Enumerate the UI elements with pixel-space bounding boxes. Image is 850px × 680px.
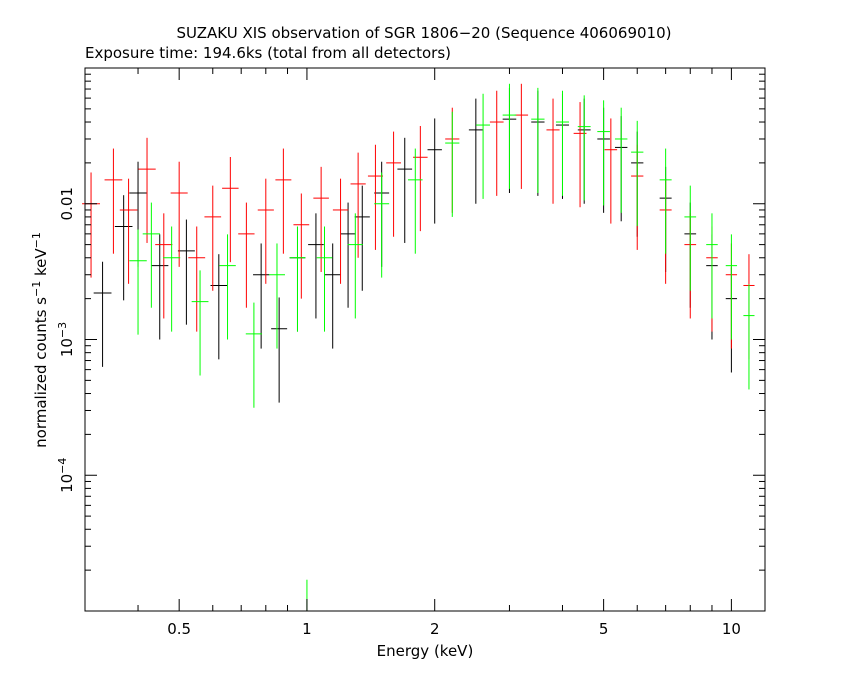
- data-point: [204, 185, 222, 291]
- data-point: [555, 90, 570, 196]
- chart-subtitle: Exposure time: 194.6ks (total from all d…: [85, 44, 451, 62]
- data-point: [531, 87, 545, 194]
- data-point: [245, 302, 263, 408]
- data-point: [324, 243, 341, 349]
- series-layer: [82, 83, 755, 612]
- data-point: [219, 234, 236, 340]
- y-axis-label-base: normalized counts s: [32, 297, 50, 448]
- y-tick-label: 10−3: [56, 322, 76, 357]
- x-tick-label: 10: [722, 620, 741, 638]
- data-point: [293, 193, 310, 299]
- data-point: [104, 148, 123, 254]
- data-point: [476, 93, 491, 199]
- data-point: [427, 118, 442, 224]
- data-point: [210, 254, 228, 360]
- data-point: [188, 226, 206, 332]
- data-point: [313, 166, 329, 272]
- data-point: [514, 83, 529, 189]
- data-point: [271, 297, 288, 403]
- series-1: [82, 83, 755, 360]
- data-point: [597, 100, 610, 206]
- series-2: [129, 83, 755, 612]
- y-tick-label-exp: −3: [56, 322, 69, 338]
- data-point: [725, 234, 738, 340]
- data-point: [170, 161, 188, 267]
- data-point: [289, 226, 306, 332]
- data-point: [163, 226, 181, 332]
- data-point: [129, 229, 147, 335]
- data-point: [253, 243, 270, 349]
- data-point: [347, 213, 363, 319]
- data-point: [222, 156, 239, 263]
- y-axis-label-exp2: −1: [30, 232, 43, 248]
- data-point: [350, 152, 366, 258]
- data-point: [397, 137, 413, 243]
- y-tick-label-base: 10: [58, 474, 76, 493]
- x-tick-label: 1: [302, 620, 312, 638]
- data-point: [367, 144, 383, 250]
- data-point: [177, 219, 195, 325]
- x-tick-label: 0.5: [167, 620, 191, 638]
- x-tick-label: 5: [599, 620, 609, 638]
- data-point: [546, 98, 560, 204]
- data-point: [238, 202, 255, 308]
- data-point: [268, 243, 285, 349]
- data-point: [489, 90, 504, 196]
- x-tick-label: 2: [430, 620, 440, 638]
- data-point: [119, 178, 138, 284]
- data-point: [138, 137, 156, 243]
- plot-frame: [84, 67, 766, 612]
- x-axis-label: Energy (keV): [377, 642, 474, 660]
- data-point: [631, 120, 644, 226]
- y-tick-label: 10−4: [56, 458, 76, 493]
- data-point: [155, 213, 173, 319]
- data-point: [445, 111, 460, 217]
- chart-title: SUZAKU XIS observation of SGR 1806−20 (S…: [177, 24, 672, 42]
- data-point: [502, 83, 517, 189]
- data-point: [257, 178, 274, 284]
- y-axis-label: normalized counts s−1 keV−1: [30, 232, 50, 448]
- data-point: [340, 202, 356, 308]
- data-point: [408, 148, 423, 254]
- data-point: [614, 107, 628, 213]
- y-tick-label-exp: −4: [56, 458, 69, 474]
- y-tick-label-base: 0.01: [58, 187, 76, 220]
- data-point: [114, 195, 133, 301]
- data-point: [191, 270, 209, 376]
- y-axis-label-exp1: −1: [30, 281, 43, 297]
- data-point: [275, 148, 292, 254]
- y-tick-label: 0.01: [58, 187, 76, 220]
- data-point: [332, 178, 349, 284]
- y-axis-label-mid: keV: [32, 248, 50, 281]
- data-point: [684, 185, 697, 291]
- data-point: [386, 131, 401, 237]
- data-point: [316, 226, 333, 332]
- data-point: [93, 261, 112, 367]
- data-point: [659, 148, 672, 254]
- data-point: [151, 234, 169, 340]
- data-point: [468, 98, 483, 204]
- data-point: [604, 118, 618, 224]
- data-point: [354, 185, 370, 291]
- data-point: [374, 172, 390, 278]
- data-point: [743, 284, 755, 390]
- y-tick-label-base: 10: [58, 338, 76, 357]
- data-point: [706, 213, 718, 319]
- data-point: [142, 202, 161, 308]
- data-point: [577, 95, 591, 201]
